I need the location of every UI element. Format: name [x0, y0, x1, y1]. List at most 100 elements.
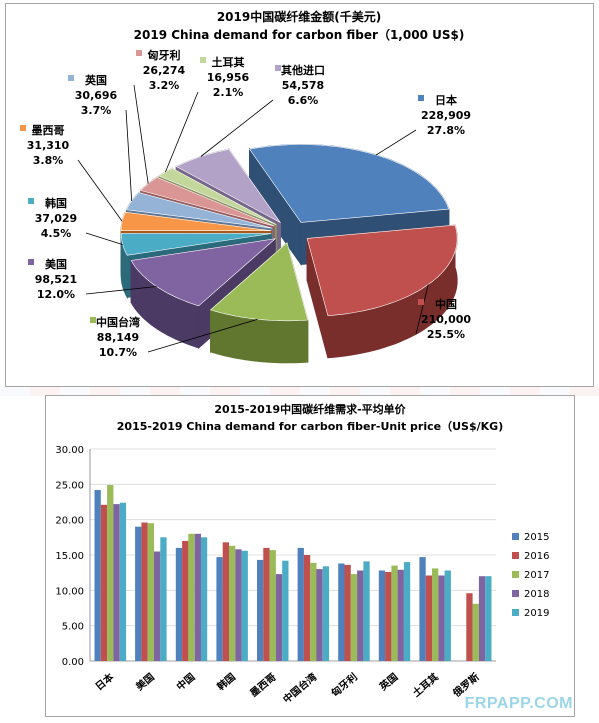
bar-2015: [175, 547, 183, 661]
pie-label-pct: 3.7%: [81, 104, 112, 117]
legend-swatch: [512, 533, 519, 540]
legend-swatch: [512, 590, 519, 597]
bar-chart: 2015-2019中国碳纤维需求-平均单价 2015-2019 China de…: [55, 402, 549, 706]
pie-label: 其他进口 54,578 6.6%: [275, 63, 325, 107]
bar-2018: [275, 574, 283, 661]
bar-2017: [391, 565, 398, 661]
pie-label-pct: 4.5%: [41, 227, 72, 240]
bar-2019: [322, 566, 330, 661]
bar-2018: [357, 570, 364, 661]
pie-label-pct: 10.7%: [99, 346, 137, 359]
pie-label-swatch: [28, 259, 34, 265]
y-tick-label: 0.00: [62, 657, 84, 668]
pie-label-pct: 6.6%: [288, 94, 319, 107]
pie-label-name: 墨西哥: [32, 124, 65, 137]
pie-title-zh: 2019中国碳纤维金额(千美元): [217, 9, 381, 24]
pie-leader-line: [85, 286, 157, 295]
bar-2016: [385, 572, 392, 661]
bar-2015: [135, 526, 142, 661]
pie-label-value: 30,696: [75, 89, 118, 102]
y-tick-label: 25.00: [55, 480, 84, 491]
x-tick-label: 土耳其: [410, 670, 441, 699]
pie-leader-line: [133, 84, 149, 184]
pie-label: 墨西哥 31,310 3.8%: [20, 124, 70, 167]
pie-label-swatch: [20, 125, 26, 131]
pie-leader-line: [200, 99, 274, 157]
pie-label-name: 英国: [84, 73, 107, 87]
pie-label-swatch: [136, 50, 142, 56]
bar-2019: [200, 537, 208, 661]
pie-label-value: 88,149: [97, 331, 139, 344]
y-tick-label: 15.00: [55, 551, 84, 562]
bar-2015: [216, 557, 223, 661]
pie-chart-panel: 2019中国碳纤维金额(千美元) 2019 China demand for c…: [5, 3, 594, 387]
pie-label-value: 54,578: [282, 79, 324, 92]
pie-label-swatch: [90, 317, 96, 323]
bar-2015: [257, 559, 264, 661]
bar-2018: [194, 533, 201, 661]
x-tick-label: 英国: [376, 670, 400, 693]
y-tick-label: 20.00: [55, 516, 84, 527]
bar-2018: [235, 549, 242, 661]
bar-2018: [478, 576, 486, 661]
bar-2019: [485, 576, 492, 661]
bar-2016: [141, 522, 148, 661]
pie-label: 英国 30,696 3.7%: [68, 73, 118, 117]
pie-leader-line: [77, 159, 123, 222]
pie-label-swatch: [275, 65, 281, 71]
bar-2017: [472, 603, 479, 661]
bar-2017: [147, 523, 154, 661]
bar-chart-title: 2015-2019中国碳纤维需求-平均单价: [214, 402, 406, 416]
pie-label-value: 26,274: [143, 64, 186, 77]
pie-leader-line: [375, 129, 417, 156]
pie-label-value: 31,310: [27, 139, 70, 152]
bar-2015: [94, 490, 101, 661]
bar-2018: [316, 569, 323, 661]
pie-label: 土耳其 16,956 2.1%: [200, 55, 250, 99]
legend-swatch: [512, 609, 519, 616]
bar-2019: [160, 537, 167, 661]
bar-2017: [269, 550, 276, 661]
pie-label-swatch: [28, 198, 34, 204]
pie-leader-line: [415, 284, 429, 335]
pie-label-pct: 12.0%: [37, 288, 75, 301]
pie-label-name: 匈牙利: [148, 48, 181, 62]
bar-2017: [107, 485, 114, 661]
y-tick-label: 10.00: [55, 586, 84, 597]
pie-label: 中国 210,000 25.5%: [418, 297, 471, 341]
pie-label-pct: 25.5%: [427, 328, 465, 341]
pie-label-swatch: [418, 95, 424, 101]
y-tick-label: 5.00: [62, 622, 84, 633]
bar-chart-subtitle: 2015-2019 China demand for carbon fiber-…: [117, 420, 503, 433]
bar-2017: [350, 574, 358, 661]
pie-label: 中国台湾 88,149 10.7%: [90, 315, 140, 359]
x-tick-label: 匈牙利: [328, 670, 359, 699]
pie-label-value: 228,909: [421, 109, 471, 122]
x-tick-label: 美国: [133, 670, 157, 693]
bar-2016: [222, 542, 229, 661]
pie-label-value: 98,521: [35, 273, 77, 286]
bar-2015: [338, 563, 345, 661]
legend-label: 2017: [524, 570, 549, 581]
bar-2019: [403, 562, 411, 661]
pie-label-swatch: [200, 57, 206, 63]
pie-chart: 2019中国碳纤维金额(千美元) 2019 China demand for c…: [20, 9, 471, 364]
bar-2015: [297, 547, 304, 661]
bar-2016: [466, 593, 473, 661]
pie-label-name: 日本: [435, 93, 457, 107]
pie-label-swatch: [68, 75, 74, 81]
bar-2019: [241, 550, 248, 661]
pie-label-name: 美国: [45, 257, 67, 271]
bar-2018: [397, 569, 404, 661]
pie-label-value: 16,956: [207, 71, 250, 84]
bar-2016: [263, 547, 270, 661]
bar-2016: [100, 504, 108, 661]
pie-label-name: 韩国: [45, 196, 67, 210]
pie-leader-line: [147, 318, 258, 353]
pie-title-en: 2019 China demand for carbon fiber（1,000…: [134, 27, 465, 42]
bar-2016: [425, 575, 432, 661]
bar-2018: [113, 504, 120, 661]
pie-label-value: 37,029: [35, 212, 77, 225]
legend-label: 2016: [524, 551, 549, 562]
watermark-logo: FRPAPP.COM: [464, 695, 573, 712]
